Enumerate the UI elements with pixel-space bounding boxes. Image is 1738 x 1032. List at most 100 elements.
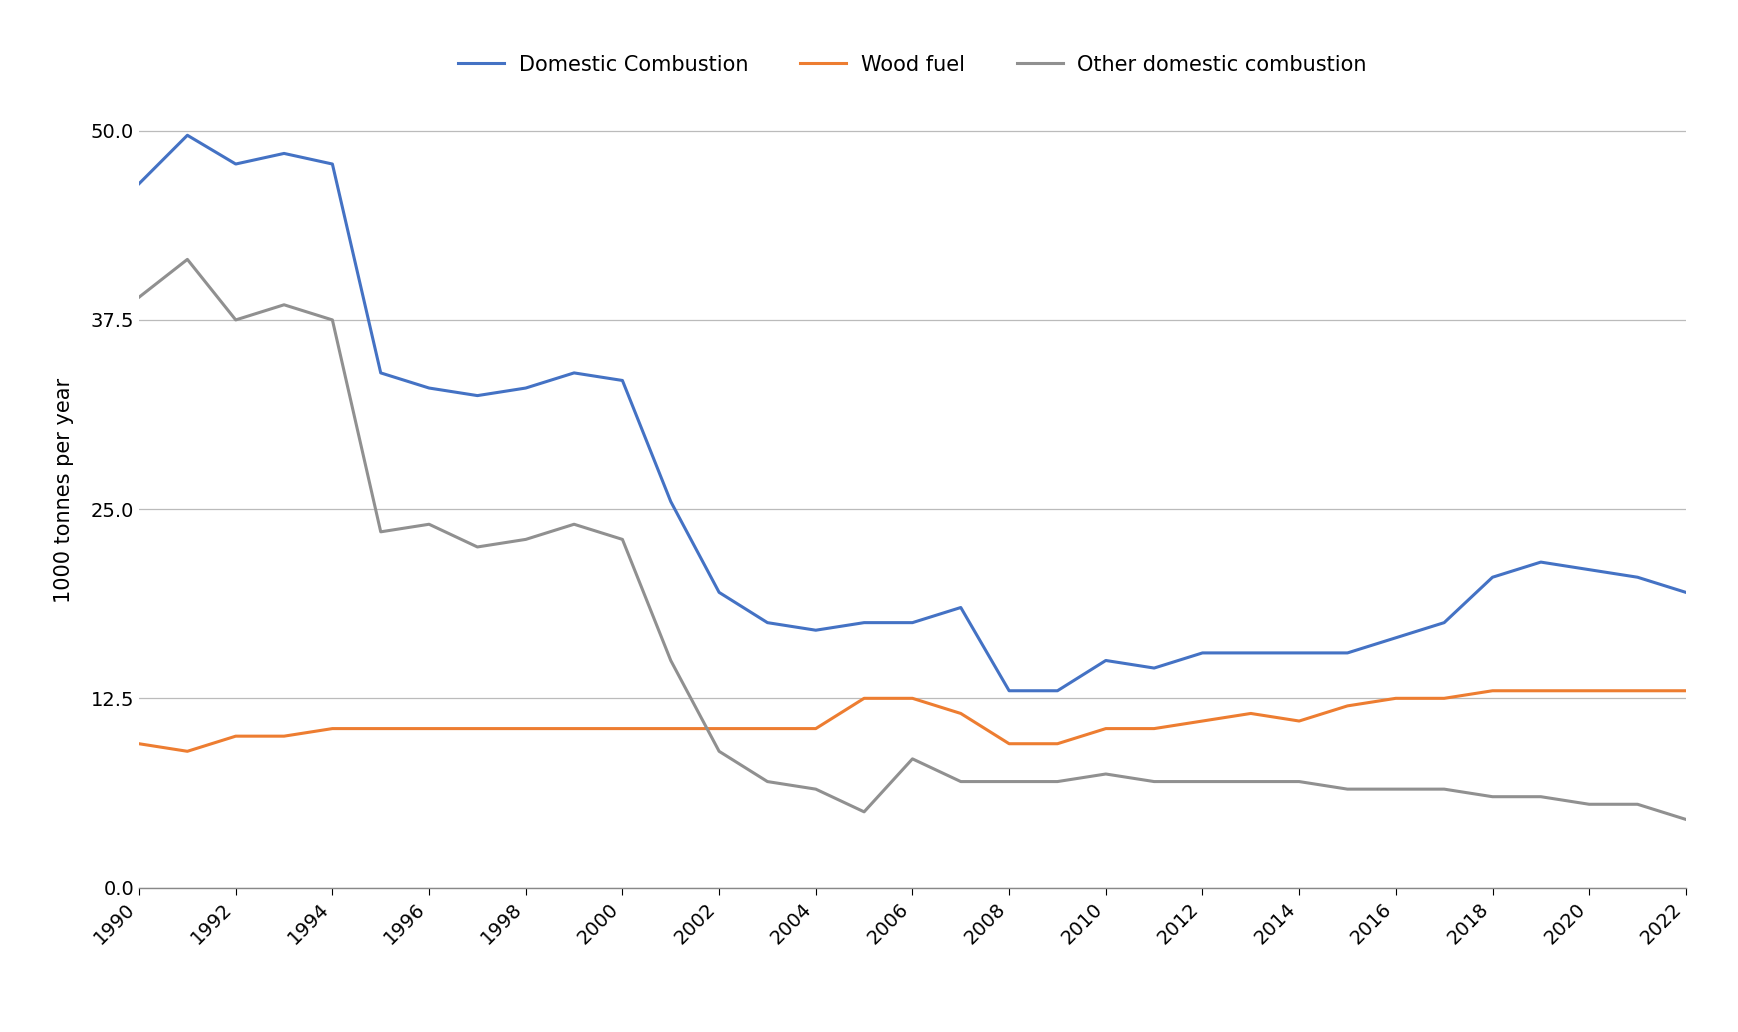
Wood fuel	[273, 730, 294, 742]
Other domestic combustion	[226, 314, 247, 326]
Domestic Combustion	[951, 602, 972, 614]
Other domestic combustion	[514, 534, 535, 546]
Wood fuel	[1483, 684, 1503, 697]
Wood fuel	[1144, 722, 1164, 735]
Other domestic combustion	[1095, 768, 1116, 780]
Other domestic combustion	[1288, 775, 1309, 787]
Other domestic combustion	[1192, 775, 1213, 787]
Wood fuel	[805, 722, 826, 735]
Line: Other domestic combustion: Other domestic combustion	[139, 259, 1686, 819]
Domestic Combustion	[999, 684, 1020, 697]
Other domestic combustion	[951, 775, 972, 787]
Other domestic combustion	[1144, 775, 1164, 787]
Wood fuel	[226, 730, 247, 742]
Other domestic combustion	[177, 253, 198, 265]
Other domestic combustion	[1337, 783, 1357, 796]
Wood fuel	[1337, 700, 1357, 712]
Wood fuel	[1434, 692, 1455, 705]
Domestic Combustion	[758, 616, 779, 628]
Line: Wood fuel: Wood fuel	[139, 690, 1686, 751]
Domestic Combustion	[1385, 632, 1406, 644]
Domestic Combustion	[902, 616, 923, 628]
Wood fuel	[514, 722, 535, 735]
Domestic Combustion	[1483, 571, 1503, 583]
Domestic Combustion	[514, 382, 535, 394]
Domestic Combustion	[129, 178, 149, 190]
Other domestic combustion	[1578, 798, 1599, 810]
Domestic Combustion	[612, 375, 633, 387]
Other domestic combustion	[370, 525, 391, 538]
Wood fuel	[1675, 684, 1696, 697]
Other domestic combustion	[709, 745, 730, 757]
Legend: Domestic Combustion, Wood fuel, Other domestic combustion: Domestic Combustion, Wood fuel, Other do…	[459, 55, 1366, 74]
Domestic Combustion	[1627, 571, 1648, 583]
Other domestic combustion	[853, 806, 874, 818]
Other domestic combustion	[805, 783, 826, 796]
Domestic Combustion	[273, 148, 294, 160]
Domestic Combustion	[468, 389, 488, 401]
Other domestic combustion	[1675, 813, 1696, 826]
Wood fuel	[709, 722, 730, 735]
Domestic Combustion	[322, 158, 342, 170]
Other domestic combustion	[612, 534, 633, 546]
Domestic Combustion	[370, 366, 391, 379]
Domestic Combustion	[1046, 684, 1067, 697]
Domestic Combustion	[177, 129, 198, 141]
Other domestic combustion	[273, 298, 294, 311]
Domestic Combustion	[1095, 654, 1116, 667]
Domestic Combustion	[563, 366, 584, 379]
Domestic Combustion	[660, 495, 681, 508]
Other domestic combustion	[660, 654, 681, 667]
Wood fuel	[1385, 692, 1406, 705]
Wood fuel	[468, 722, 488, 735]
Other domestic combustion	[1434, 783, 1455, 796]
Other domestic combustion	[563, 518, 584, 530]
Domestic Combustion	[1241, 647, 1262, 659]
Domestic Combustion	[1144, 662, 1164, 674]
Domestic Combustion	[709, 586, 730, 599]
Domestic Combustion	[226, 158, 247, 170]
Other domestic combustion	[1627, 798, 1648, 810]
Domestic Combustion	[1192, 647, 1213, 659]
Wood fuel	[1095, 722, 1116, 735]
Domestic Combustion	[1434, 616, 1455, 628]
Wood fuel	[419, 722, 440, 735]
Wood fuel	[1046, 738, 1067, 750]
Wood fuel	[1627, 684, 1648, 697]
Wood fuel	[951, 707, 972, 719]
Wood fuel	[660, 722, 681, 735]
Wood fuel	[853, 692, 874, 705]
Other domestic combustion	[758, 775, 779, 787]
Other domestic combustion	[1483, 791, 1503, 803]
Domestic Combustion	[419, 382, 440, 394]
Wood fuel	[177, 745, 198, 757]
Other domestic combustion	[129, 291, 149, 303]
Y-axis label: 1000 tonnes per year: 1000 tonnes per year	[54, 378, 75, 603]
Other domestic combustion	[902, 752, 923, 765]
Wood fuel	[129, 738, 149, 750]
Wood fuel	[563, 722, 584, 735]
Other domestic combustion	[1531, 791, 1552, 803]
Wood fuel	[1531, 684, 1552, 697]
Domestic Combustion	[1288, 647, 1309, 659]
Other domestic combustion	[1241, 775, 1262, 787]
Wood fuel	[1578, 684, 1599, 697]
Domestic Combustion	[1675, 586, 1696, 599]
Domestic Combustion	[805, 624, 826, 637]
Other domestic combustion	[1046, 775, 1067, 787]
Wood fuel	[322, 722, 342, 735]
Other domestic combustion	[468, 541, 488, 553]
Wood fuel	[999, 738, 1020, 750]
Wood fuel	[902, 692, 923, 705]
Domestic Combustion	[1531, 556, 1552, 569]
Wood fuel	[758, 722, 779, 735]
Wood fuel	[1192, 715, 1213, 728]
Wood fuel	[612, 722, 633, 735]
Wood fuel	[1288, 715, 1309, 728]
Other domestic combustion	[322, 314, 342, 326]
Domestic Combustion	[853, 616, 874, 628]
Other domestic combustion	[1385, 783, 1406, 796]
Other domestic combustion	[999, 775, 1020, 787]
Other domestic combustion	[419, 518, 440, 530]
Line: Domestic Combustion: Domestic Combustion	[139, 135, 1686, 690]
